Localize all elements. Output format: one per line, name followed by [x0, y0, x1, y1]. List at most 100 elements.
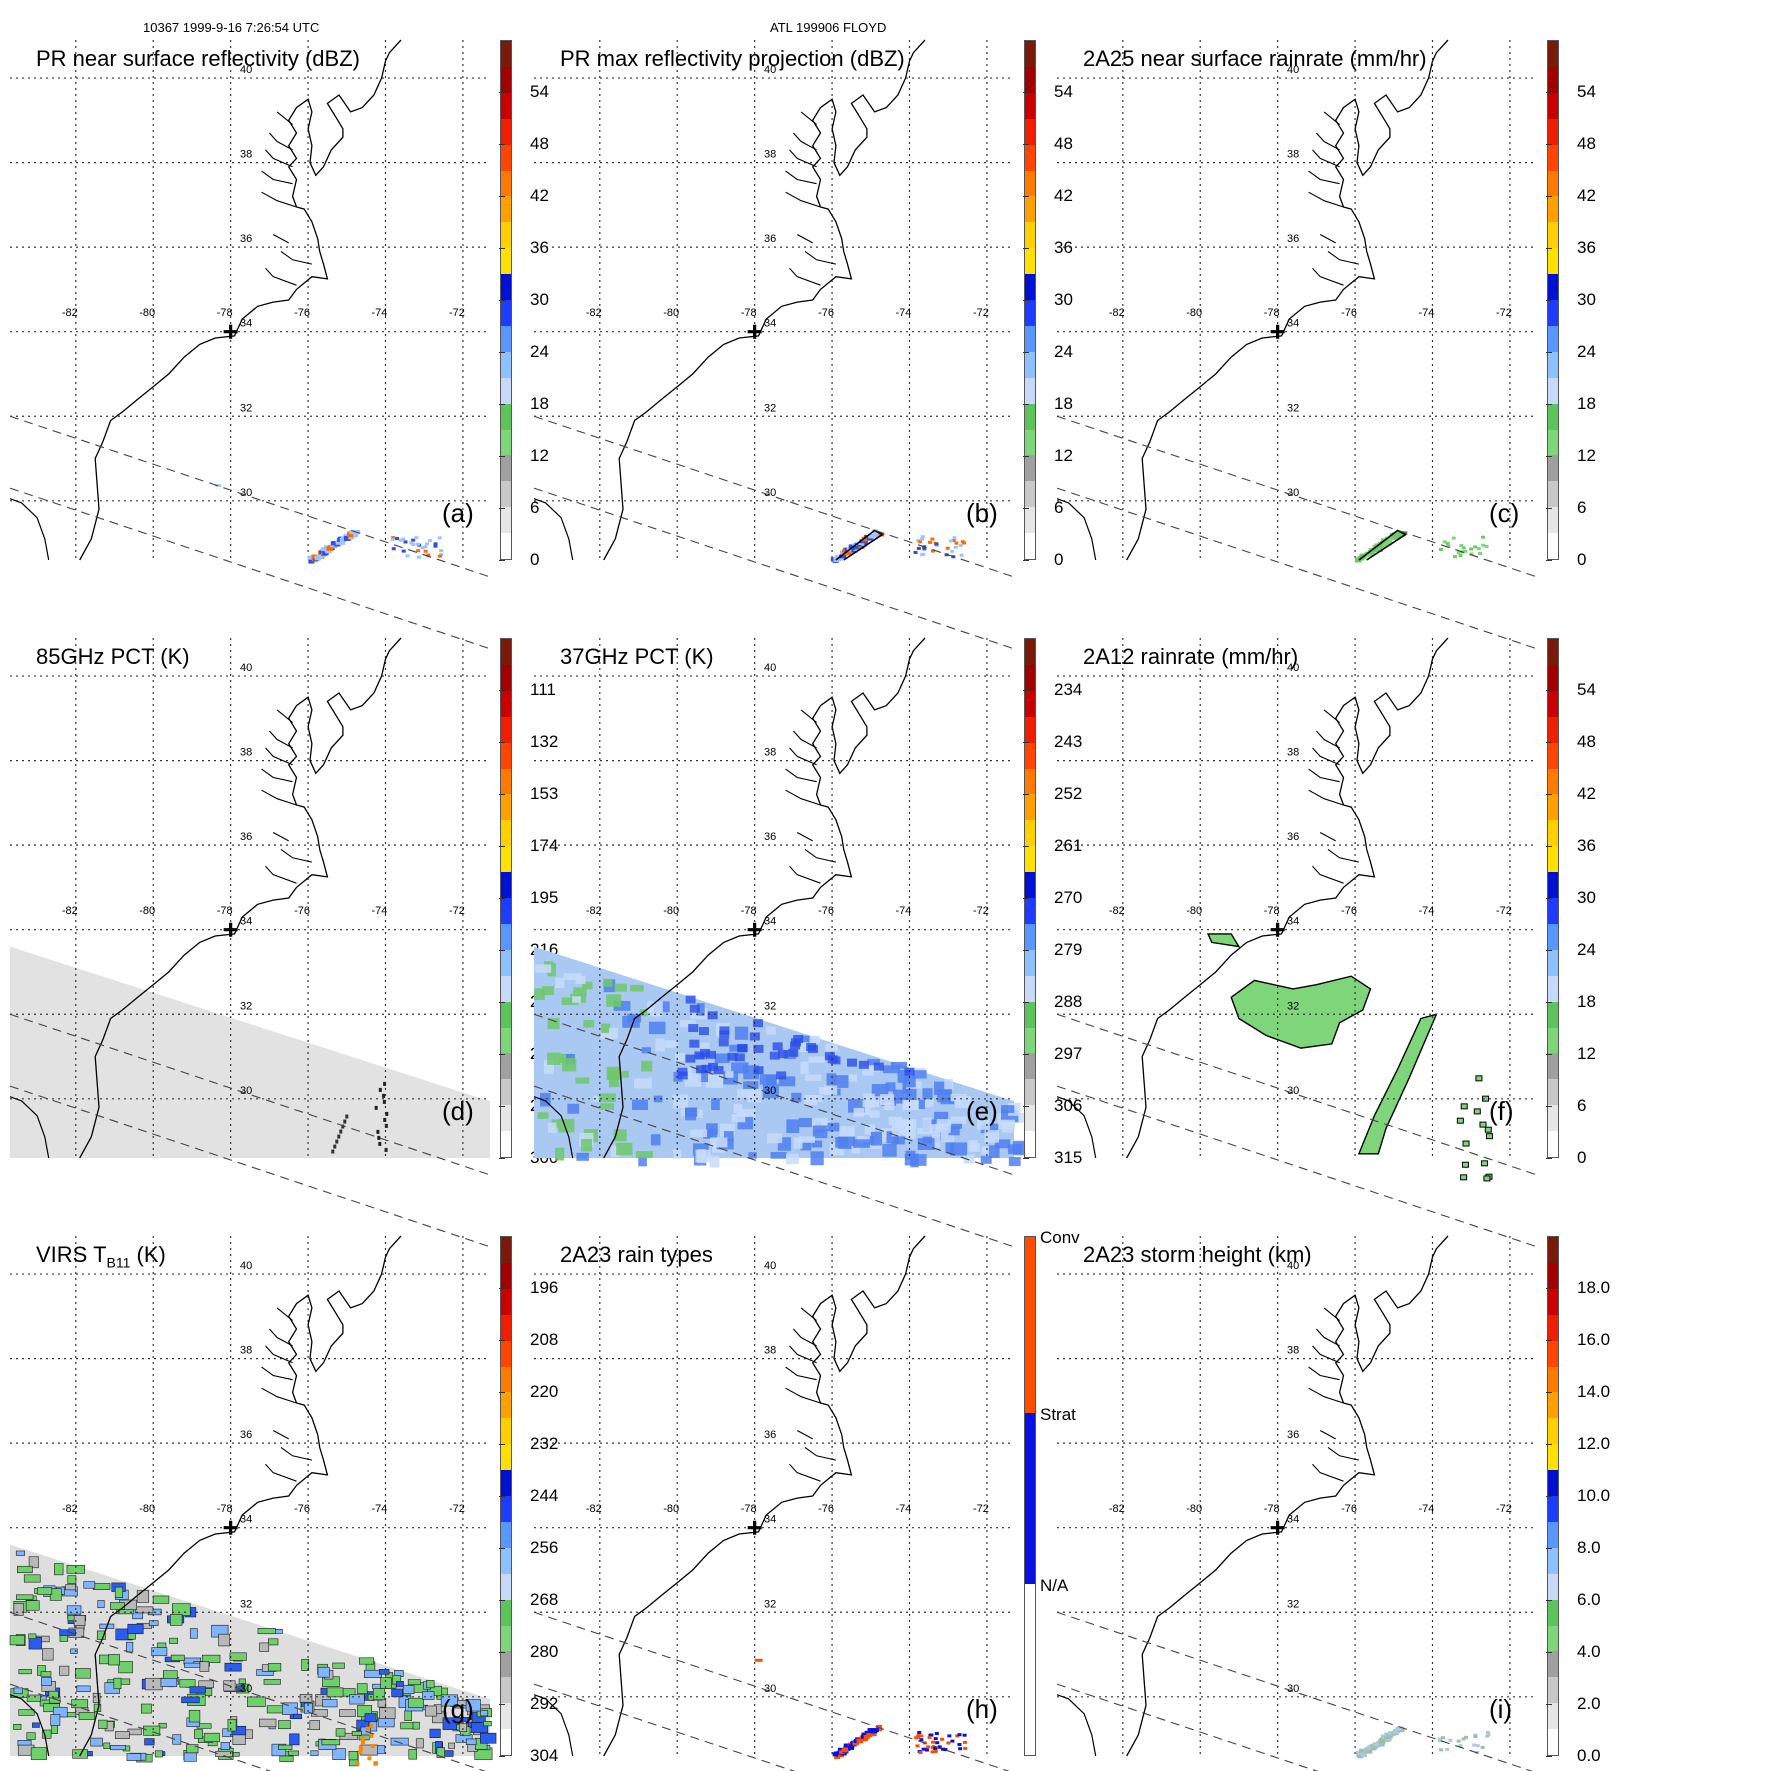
lat-label: 32	[240, 402, 252, 414]
max-reflectivity-pixel	[928, 540, 933, 544]
colorbar-tick-label: 12	[1054, 446, 1073, 465]
pct37-pixel	[793, 1137, 803, 1149]
colorbar-tick	[499, 248, 505, 249]
panel-label: (g)	[442, 1694, 474, 1724]
colorbar-tick-label: 256	[530, 1538, 559, 1557]
colorbar-segment	[1025, 742, 1035, 769]
rain-type-pixel	[856, 1738, 863, 1743]
map-g: -82 -80 -78 -76 -74 -72 40 38 36 34 32 30	[9, 1235, 497, 1771]
virs-cloud-pixel	[404, 1710, 412, 1721]
colorbar-tick-label: 36	[1577, 238, 1596, 257]
coastline-tributary	[792, 1328, 817, 1347]
virs-cloud-pixel	[169, 1637, 178, 1644]
coastline-tributary	[785, 789, 821, 806]
pct37-pixel	[601, 1023, 611, 1033]
pct37-pixel	[1007, 1144, 1022, 1155]
virs-cold-pixel	[369, 1723, 374, 1728]
colorbar-tick	[1023, 560, 1029, 561]
colorbar-tick	[1023, 846, 1029, 847]
colorbar-segment	[1548, 144, 1558, 171]
colorbar-segment	[1025, 170, 1035, 197]
lon-label: -72	[973, 905, 989, 917]
rain-type-pixel	[962, 1733, 967, 1737]
pct37-pixel	[547, 1052, 561, 1065]
pct85-cold-pixel	[383, 1081, 387, 1086]
colorbar-tick	[499, 352, 505, 353]
storm-height-pixel	[1360, 1753, 1367, 1758]
coastline-tributary	[1312, 1345, 1340, 1364]
colorbar-segment	[1025, 1105, 1035, 1132]
colorbar-tick	[1546, 846, 1552, 847]
colorbar-tick-label: 244	[530, 1486, 559, 1505]
colorbar-segment	[1025, 898, 1035, 924]
coastline-tributary	[1315, 132, 1340, 151]
colorbar-tick	[499, 1444, 505, 1445]
reflectivity-pixel	[414, 536, 419, 540]
map-e: -82 -80 -78 -76 -74 -72 40 38 36 34 32 30	[533, 637, 1030, 1248]
virs-cloud-pixel	[480, 1732, 497, 1744]
coastline-tributary	[1327, 1446, 1360, 1461]
colorbar-tick-label: 243	[1054, 732, 1083, 751]
virs-cloud-pixel	[59, 1629, 76, 1636]
colorbar-segment	[1548, 690, 1558, 717]
virs-cloud-pixel	[169, 1613, 183, 1626]
pct37-pixel	[811, 1117, 828, 1130]
pct37-pixel	[575, 1077, 590, 1084]
coastline	[79, 39, 402, 561]
pct37-pixel	[917, 1138, 935, 1150]
colorbar-tick-label: 42	[1577, 784, 1596, 803]
coastline-tributary	[789, 865, 821, 884]
rain-type-pixel	[924, 1748, 929, 1752]
virs-cloud-pixel	[144, 1677, 163, 1691]
virs-cloud-pixel	[143, 1725, 161, 1736]
colorbar-segment	[1548, 1729, 1558, 1755]
colorbar-segment	[1548, 1625, 1558, 1652]
rain-type-pixel	[933, 1749, 938, 1753]
colorbar-segment	[1548, 325, 1558, 352]
pct37-pixel	[930, 1124, 939, 1134]
lat-label: 30	[240, 1683, 252, 1695]
virs-cloud-pixel	[424, 1705, 437, 1717]
pct37-pixel	[798, 1042, 808, 1053]
virs-cloud-pixel	[292, 1713, 303, 1720]
gulf-coastline	[533, 498, 574, 561]
lat-label: 32	[1287, 402, 1299, 414]
pct85-cold-pixel	[337, 1134, 341, 1139]
radar-site-marker	[1270, 1520, 1285, 1535]
colorbar-segment	[1025, 248, 1035, 275]
colorbar-segment	[1548, 403, 1558, 430]
pct37-pixel	[767, 1133, 783, 1144]
virs-cold-pixel	[365, 1726, 370, 1731]
pct37-pixel	[839, 1126, 855, 1137]
colorbar-tick	[1023, 92, 1029, 93]
virs-cloud-pixel	[215, 1750, 233, 1758]
virs-cloud-pixel	[15, 1550, 25, 1556]
colorbar-tick-label: 48	[530, 134, 549, 153]
colorbar-segment	[1025, 923, 1035, 950]
colorbar-tick-label: 12	[1577, 446, 1596, 465]
colorbar-tick-label: Strat	[1040, 1404, 1076, 1424]
pct37-pixel	[554, 1147, 565, 1161]
colorbar-segment	[501, 1573, 511, 1600]
lon-label: -80	[663, 905, 679, 917]
pct85-cold-pixel	[343, 1119, 347, 1124]
virs-cloud-pixel	[172, 1603, 191, 1616]
colorbar-segment	[1025, 716, 1035, 743]
colorbar-tick	[1023, 1054, 1029, 1055]
rain-type-pixel	[941, 1747, 946, 1751]
max-reflectivity-pixel	[918, 540, 923, 544]
pct37-pixel	[891, 1125, 909, 1137]
colorbar-tick	[1546, 1002, 1552, 1003]
pct37-pixel	[713, 1066, 724, 1075]
virs-cloud-pixel	[72, 1749, 88, 1759]
lat-label: 40	[764, 1260, 776, 1272]
colorbar-segment	[1025, 300, 1035, 326]
colorbar-tick	[499, 1600, 505, 1601]
coastline	[603, 1235, 926, 1757]
pct37-pixel	[808, 1056, 825, 1063]
lon-label: -74	[1419, 1503, 1435, 1515]
pct37-pixel	[949, 1142, 968, 1156]
colorbar-tick	[499, 560, 505, 561]
rain-contour	[835, 529, 884, 561]
storm-height-pixel	[1392, 1729, 1399, 1734]
